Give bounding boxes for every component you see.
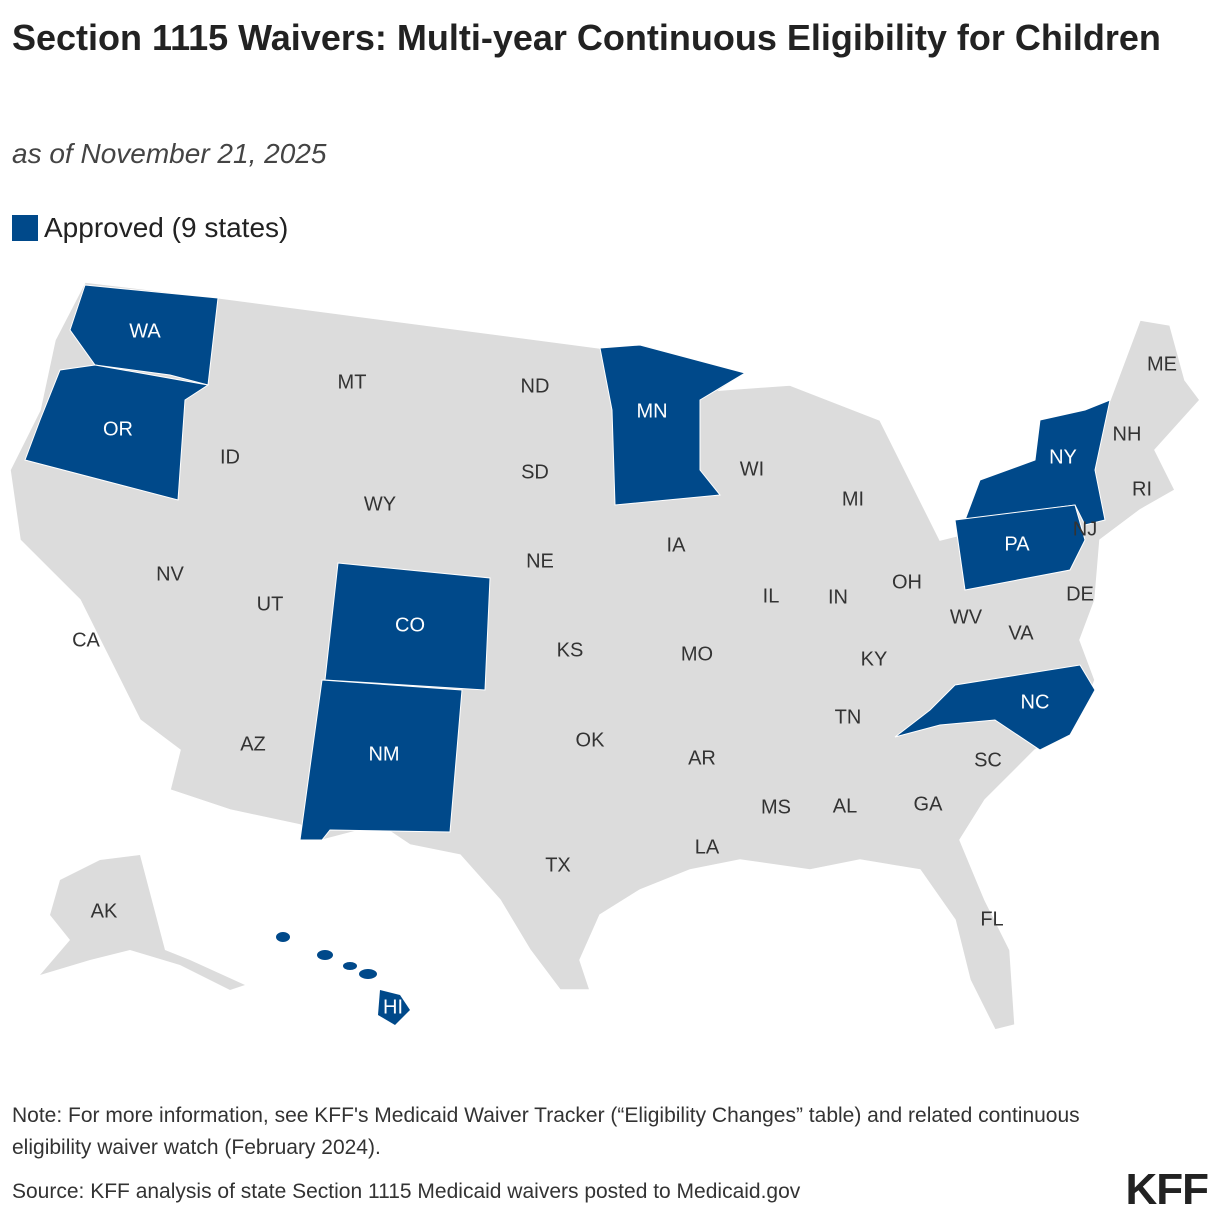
state-label: WA xyxy=(129,320,161,342)
state-label: NV xyxy=(156,563,184,585)
state-label: SC xyxy=(974,749,1002,771)
state-shape xyxy=(276,932,410,1025)
state-label: AL xyxy=(833,795,857,817)
state-shape xyxy=(599,344,747,506)
state-shape xyxy=(69,284,219,386)
state-label: ID xyxy=(220,446,240,468)
state-label: WV xyxy=(950,606,983,628)
state-label: WI xyxy=(740,458,764,480)
state-label: AZ xyxy=(240,733,266,755)
state-label: MN xyxy=(636,400,667,422)
state-label: GA xyxy=(914,793,944,815)
legend: Approved (9 states) xyxy=(12,212,288,244)
state-label: RI xyxy=(1132,478,1152,500)
subtitle: as of November 21, 2025 xyxy=(12,138,327,169)
title: Section 1115 Waivers: Multi-year Continu… xyxy=(12,17,1161,58)
note: Note: For more information, see KFF's Me… xyxy=(12,1104,1080,1159)
state-shape xyxy=(894,664,1096,751)
state-shape xyxy=(299,679,463,841)
state-label: WY xyxy=(364,493,396,515)
state-label: AR xyxy=(688,747,716,769)
state-label: AK xyxy=(91,900,118,922)
state-label: FL xyxy=(980,908,1003,930)
state-label: KY xyxy=(861,648,888,670)
source: Source: KFF analysis of state Section 11… xyxy=(12,1180,801,1203)
state-label: SD xyxy=(521,461,549,483)
state-label: NM xyxy=(368,743,399,765)
state-label: IL xyxy=(763,585,780,607)
state-label: NJ xyxy=(1073,518,1097,540)
state-label: OR xyxy=(103,418,133,440)
logo: KFF xyxy=(1125,1165,1209,1214)
state-label: HI xyxy=(383,996,403,1018)
legend-label: Approved (9 states) xyxy=(44,212,289,243)
state-label: CA xyxy=(72,629,100,651)
state-label: ND xyxy=(521,375,550,397)
state-label: IA xyxy=(667,534,687,556)
state-label: NC xyxy=(1021,691,1050,713)
state-label: MT xyxy=(338,371,367,393)
state-shape xyxy=(954,504,1086,591)
state-shape xyxy=(964,399,1111,526)
state-label: KS xyxy=(557,639,584,661)
state-shape xyxy=(324,562,491,691)
state-label: UT xyxy=(257,593,284,615)
alaska xyxy=(40,855,245,990)
state-label: IN xyxy=(828,586,848,608)
state-label: TX xyxy=(545,854,571,876)
state-label: NE xyxy=(526,550,554,572)
state-label: CO xyxy=(395,614,425,636)
state-label: NY xyxy=(1049,446,1077,468)
state-shape xyxy=(24,364,210,501)
state-label: MS xyxy=(761,796,791,818)
map: WA OR ID MT ND MN WI MI ME NH NY RI NJ PA SD WY NV UT CA CO… xyxy=(9,281,1201,1031)
state-label: ME xyxy=(1147,353,1177,375)
state-label: LA xyxy=(695,836,720,858)
legend-swatch xyxy=(12,215,38,241)
state-label: TN xyxy=(835,706,862,728)
state-label: OH xyxy=(892,571,922,593)
state-label: MO xyxy=(681,643,713,665)
state-label: DE xyxy=(1066,583,1094,605)
state-label: NH xyxy=(1113,423,1142,445)
state-label: OK xyxy=(576,729,606,751)
state-label: VA xyxy=(1008,622,1034,644)
state-label: PA xyxy=(1004,533,1030,555)
state-label: MI xyxy=(842,488,864,510)
